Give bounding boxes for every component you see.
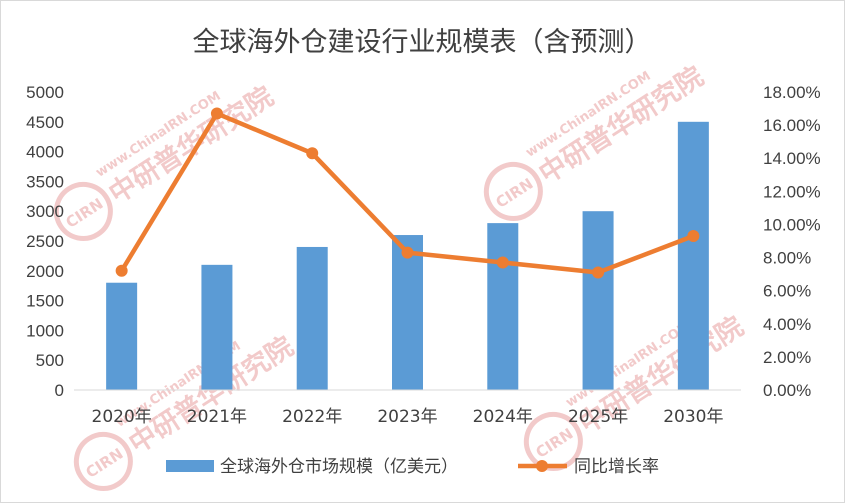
bar [106,282,138,390]
y-right-tick-label: 16.00% [763,116,821,135]
line-series [115,107,700,279]
watermark-logo-ring [53,181,113,241]
watermark-logo-text: CIRN [62,195,106,232]
watermark-logo-ring [523,411,583,471]
legend: 全球海外仓市场规模（亿美元） 同比增长率 [166,457,659,477]
line-point [592,266,605,279]
watermark-logo-text: CIRN [532,425,576,462]
y-left-tick-label: 2500 [26,232,64,251]
x-category-label: 2020年 [92,407,152,427]
bar-series [106,121,709,391]
bar [201,264,233,390]
y-right-tick-label: 10.00% [763,215,821,234]
bar [487,223,519,390]
y-right-tick-label: 2.00% [763,348,811,367]
y-right-tick-label: 6.00% [763,282,811,301]
line-point [687,230,700,243]
bar [582,211,614,390]
line-point [401,246,414,259]
y-right-tick-label: 8.00% [763,249,811,268]
x-axis-categories: 2020年 2021年 2022年 2023年 2024年 2025年 2030年 [92,407,724,427]
line-point [210,107,223,120]
x-category-label: 2021年 [187,407,247,427]
y-axis-right: 0.00% 2.00% 4.00% 6.00% 8.00% 10.00% 12.00% 14.… [763,83,821,400]
y-axis-left: 0 500 1000 1500 2000 2500 3000 3500 4000 4500 5000 [26,83,64,400]
watermark-logo-text: CIRN [82,445,126,482]
bar [296,246,328,390]
y-left-tick-label: 5000 [26,83,64,102]
x-category-label: 2023年 [377,407,437,427]
y-left-tick-label: 3500 [26,172,64,191]
y-left-tick-label: 500 [36,351,64,370]
y-right-tick-label: 12.00% [763,182,821,201]
watermark-logo-text: CIRN [492,175,536,212]
y-left-tick-label: 4500 [26,113,64,132]
y-right-tick-label: 4.00% [763,315,811,334]
legend-swatch-bar [166,460,214,472]
y-left-tick-label: 2000 [26,262,64,281]
y-right-tick-label: 14.00% [763,149,821,168]
line-point [496,256,509,269]
y-left-tick-label: 0 [55,381,64,400]
x-category-label: 2024年 [473,407,533,427]
bar [392,235,423,390]
y-left-tick-label: 3000 [26,202,64,221]
chart-title: 全球海外仓建设行业规模表（含预测） [193,27,652,58]
x-category-label: 2025年 [568,407,628,427]
legend-label-line: 同比增长率 [574,457,659,477]
line-point [306,147,319,160]
y-right-tick-label: 0.00% [763,381,811,400]
x-category-label: 2030年 [663,407,723,427]
watermark-logo-ring [73,431,133,491]
line-point [115,264,128,277]
x-category-label: 2022年 [282,407,342,427]
legend-label-bar: 全球海外仓市场规模（亿美元） [220,457,458,477]
legend-swatch-marker [536,460,548,472]
bar [677,121,709,391]
y-left-tick-label: 1000 [26,321,64,340]
y-left-tick-label: 4000 [26,143,64,162]
y-left-tick-label: 1500 [26,292,64,311]
y-right-tick-label: 18.00% [763,83,821,102]
watermark-logo-ring [483,161,543,221]
